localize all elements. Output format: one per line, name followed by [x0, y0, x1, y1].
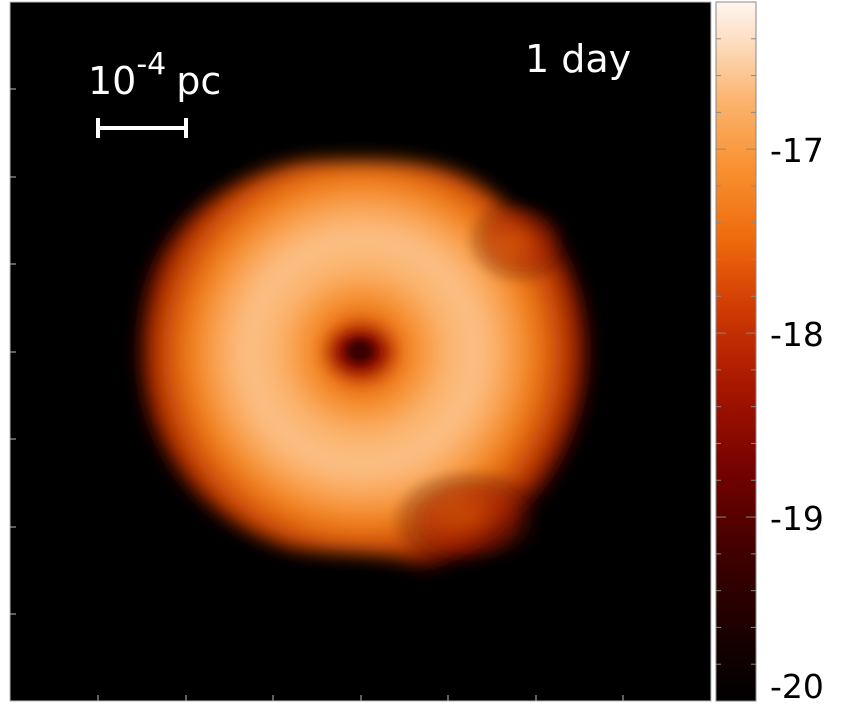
scale-bar-label: 10-4 pc	[88, 47, 221, 103]
time-label: 1 day	[525, 37, 631, 81]
colorbar-tick-label: -17	[770, 131, 824, 170]
colorbar-tick-label: -18	[770, 315, 824, 354]
colorbar-tick-label: -20	[770, 667, 824, 706]
axis-ticks	[10, 88, 624, 701]
colorbar-gradient	[716, 2, 756, 701]
image-panel: 10-4 pc 1 day	[9, 1, 712, 702]
scale-bar-base: 10	[88, 59, 136, 103]
scale-bar-exponent: -4	[136, 47, 166, 82]
colorbar: -17 -18 -19 -20	[715, 1, 824, 706]
scale-bar-unit: pc	[176, 59, 221, 103]
scale-bar	[96, 118, 188, 138]
colorbar-tick-label: -19	[770, 499, 824, 538]
